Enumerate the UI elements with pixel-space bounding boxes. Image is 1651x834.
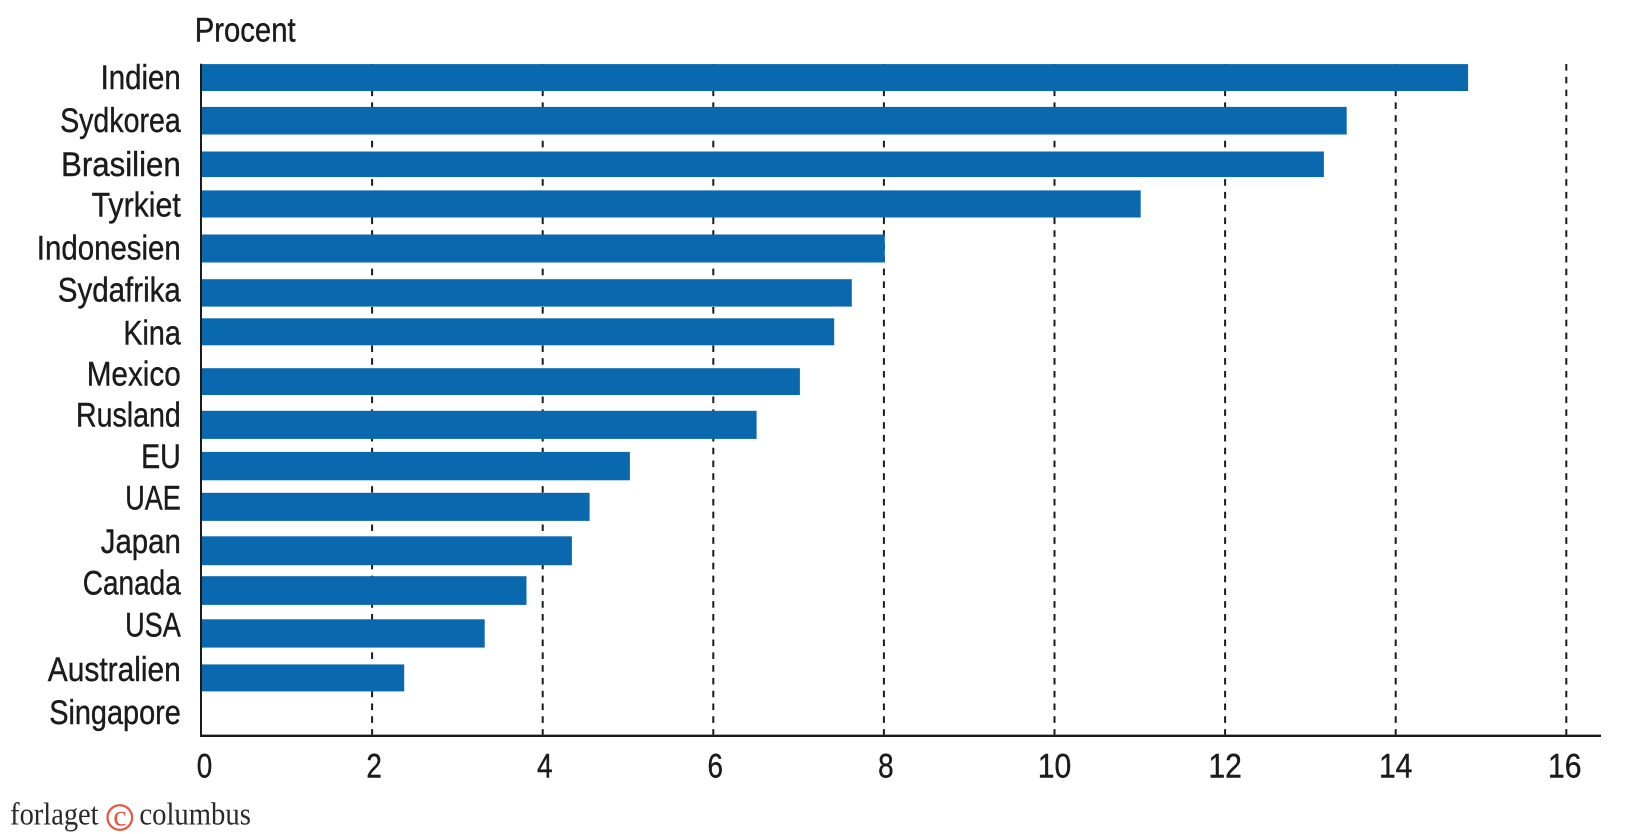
svg-text:Canada: Canada bbox=[83, 565, 181, 603]
svg-text:forlaget: forlaget bbox=[10, 795, 99, 831]
svg-text:Procent: Procent bbox=[195, 12, 296, 50]
svg-text:0: 0 bbox=[197, 747, 213, 785]
svg-text:Indonesien: Indonesien bbox=[37, 229, 181, 267]
svg-text:USA: USA bbox=[125, 606, 181, 644]
svg-text:Indien: Indien bbox=[101, 59, 181, 97]
svg-text:Singapore: Singapore bbox=[49, 694, 181, 732]
svg-text:Kina: Kina bbox=[123, 314, 180, 352]
svg-text:10: 10 bbox=[1038, 747, 1072, 785]
svg-text:2: 2 bbox=[366, 747, 382, 785]
svg-text:Sydkorea: Sydkorea bbox=[60, 102, 181, 140]
svg-text:Mexico: Mexico bbox=[87, 355, 181, 393]
svg-text:c: c bbox=[113, 799, 126, 832]
svg-text:6: 6 bbox=[708, 747, 724, 785]
svg-text:4: 4 bbox=[537, 747, 553, 785]
svg-text:12: 12 bbox=[1208, 747, 1242, 785]
svg-text:Australien: Australien bbox=[48, 651, 181, 689]
svg-text:16: 16 bbox=[1548, 747, 1582, 785]
svg-text:Rusland: Rusland bbox=[76, 397, 181, 435]
svg-text:columbus: columbus bbox=[139, 795, 251, 831]
svg-text:14: 14 bbox=[1379, 747, 1413, 785]
svg-text:8: 8 bbox=[878, 747, 894, 785]
svg-text:Tyrkiet: Tyrkiet bbox=[92, 187, 182, 225]
svg-text:Japan: Japan bbox=[101, 523, 181, 561]
svg-text:UAE: UAE bbox=[125, 479, 181, 517]
svg-text:EU: EU bbox=[141, 438, 181, 476]
svg-text:Sydafrika: Sydafrika bbox=[58, 271, 181, 309]
svg-text:Brasilien: Brasilien bbox=[61, 146, 181, 184]
